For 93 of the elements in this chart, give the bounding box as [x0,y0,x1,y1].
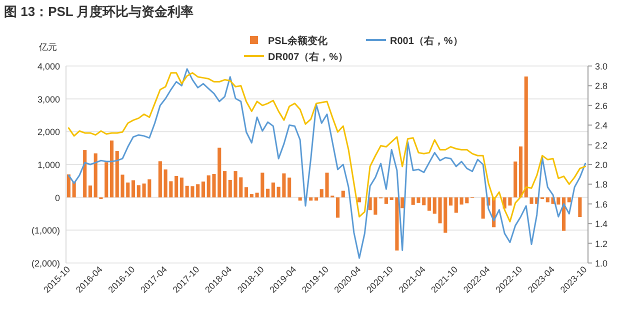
y2-tick-label: 2.4 [595,120,608,131]
bar [341,190,345,198]
chart-title: 图 13：PSL 月度环比与资金利率 [4,4,194,19]
bar [218,148,222,198]
bar [508,197,512,206]
bar [126,182,130,198]
y2-tick-label: 2.2 [595,140,608,150]
bar [271,182,275,198]
bar [384,197,388,204]
y2-tick-label: 1.0 [595,258,608,268]
y-tick-label: 4,000 [37,62,60,72]
bar [395,197,399,251]
y-tick-label: 0 [54,192,60,203]
bar [244,187,248,198]
bar [567,197,571,202]
y2-tick-label: 2.0 [595,160,608,170]
bar [250,194,254,198]
bar [104,162,108,198]
y-tick-label: (2,000) [31,258,60,268]
bar [460,197,464,205]
bar [325,172,329,198]
bar [266,188,270,198]
bar [432,197,436,214]
bar [518,146,523,198]
y2-tick-label: 1.8 [595,180,608,190]
bar [169,181,173,198]
bar [88,186,92,198]
y-tick-label: 3,000 [37,94,60,104]
y2-tick-label: 1.4 [595,219,608,230]
bar [201,182,206,198]
legend-label: DR007（右，%） [268,51,348,63]
bar [524,76,528,198]
bar [400,197,404,208]
bar [282,173,286,198]
bar [427,197,432,211]
bar [260,172,264,198]
bar [222,171,227,198]
bar [142,184,146,198]
y-tick-label: 1,000 [37,160,60,170]
bar [448,197,453,206]
y2-tick-label: 1.2 [595,238,608,249]
bar [320,189,324,198]
bar [530,197,534,204]
bar [196,184,200,198]
y2-tick-label: 1.6 [595,199,608,210]
bar [390,197,394,200]
y2-tick-label: 3.0 [595,62,608,72]
bar [228,180,232,198]
bar [438,197,442,224]
bar [514,162,518,198]
bar [465,197,469,204]
bar [212,174,216,198]
bar [174,176,178,198]
line-series [68,72,586,222]
bar [180,178,184,198]
bar [546,197,550,202]
bar [336,197,340,218]
bar [115,151,119,198]
bar [454,197,458,213]
bar [276,186,280,198]
bar [288,178,292,198]
bar [131,180,136,198]
bar [234,171,238,198]
bar [481,197,485,219]
bar [66,174,70,198]
y2-tick-label: 2.6 [595,100,608,111]
bar [190,186,194,198]
bar [556,197,560,205]
y-tick-label: (1,000) [31,226,60,236]
legend-label: R001（右，%） [390,35,463,47]
bar [164,169,168,198]
bar [136,185,140,198]
bar [148,179,152,198]
bar [255,192,259,198]
bar [120,174,124,198]
y2-tick-label: 2.8 [595,81,608,92]
y-axis-title: 亿元 [38,42,57,52]
bar [411,197,415,205]
bar [358,197,362,202]
bar [206,175,210,198]
bar [110,140,114,198]
bar [416,197,420,203]
y-tick-label: 2,000 [37,127,60,138]
bar [94,153,98,198]
bar [444,197,448,233]
bar [422,197,426,206]
bar [83,150,87,198]
bar [185,186,189,198]
bar [374,197,378,215]
bar [239,177,243,198]
bar [578,197,582,218]
legend-label: PSL余额变化 [268,35,328,47]
bar [158,161,162,198]
